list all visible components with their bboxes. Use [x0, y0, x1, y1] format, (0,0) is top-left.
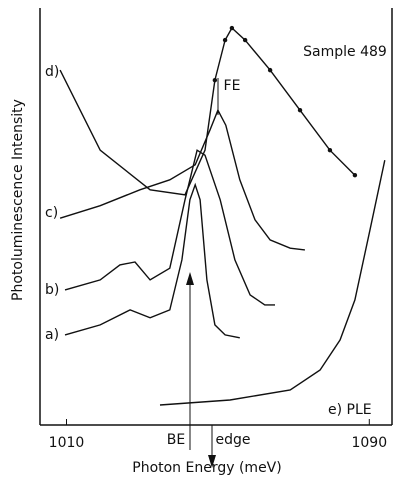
data-dot — [327, 147, 333, 153]
series-line — [64, 149, 275, 306]
x-tick-label: 1090 — [351, 435, 387, 451]
data-dot — [242, 37, 248, 43]
series-line — [64, 182, 240, 339]
fe-label: FE — [224, 78, 241, 94]
x-tick-label: 1010 — [49, 435, 85, 451]
x-axis-label: Photon Energy (meV) — [132, 460, 281, 476]
sample-label: Sample 489 — [303, 44, 387, 60]
be-label: BE — [167, 432, 185, 448]
data-dot — [229, 25, 235, 31]
series-label: c) — [45, 205, 58, 221]
data-dot — [267, 67, 273, 73]
y-axis-label: Photoluminescence Intensity — [10, 99, 26, 301]
series-label: e) PLE — [328, 402, 372, 418]
series-line — [59, 108, 305, 251]
data-dot — [212, 77, 218, 83]
be-arrowhead — [186, 272, 194, 285]
series-line — [159, 160, 386, 406]
data-dot — [222, 37, 228, 43]
series-label: b) — [45, 282, 59, 298]
edge-label: edge — [216, 432, 251, 448]
series-label: d) — [45, 64, 59, 80]
data-dot — [352, 173, 358, 178]
series-label: a) — [45, 327, 59, 343]
data-dot — [297, 107, 303, 113]
edge-arrowhead — [208, 455, 216, 468]
